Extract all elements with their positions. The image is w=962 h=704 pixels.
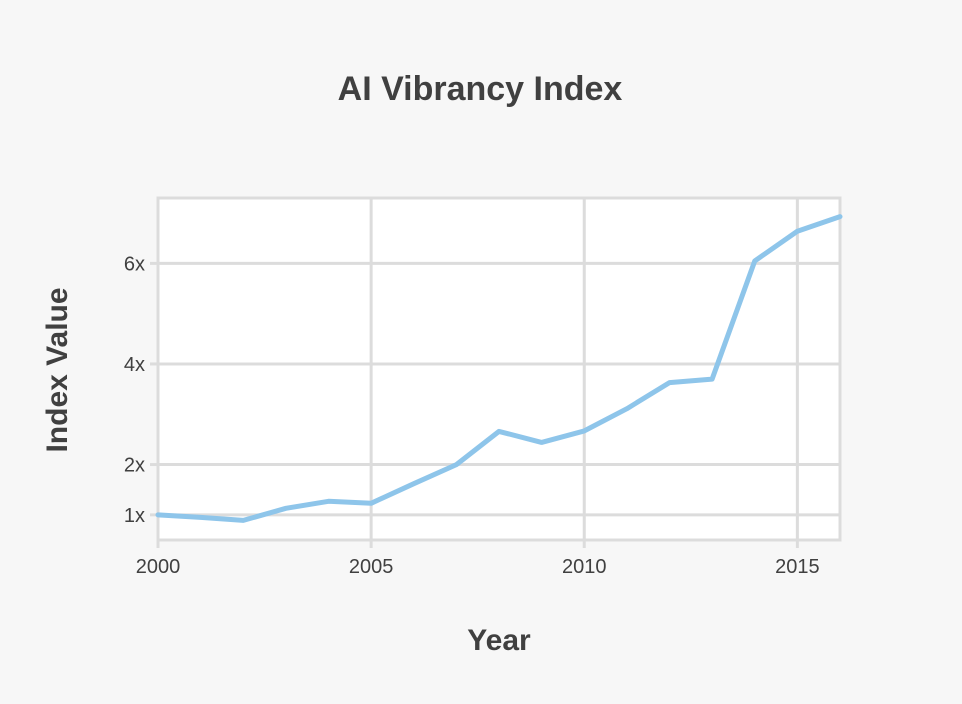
y-tick-label: 2x xyxy=(124,455,145,477)
y-tick-label: 6x xyxy=(124,253,145,275)
y-tick-label: 4x xyxy=(124,354,145,376)
x-grid xyxy=(156,198,799,540)
x-axis-title: Year xyxy=(467,624,531,657)
x-axis-ticks: 2000 2005 2010 2015 xyxy=(136,540,820,578)
x-tick-label: 2010 xyxy=(562,556,607,578)
y-tick-label: 1x xyxy=(124,505,145,527)
x-tick-label: 2015 xyxy=(775,556,820,578)
x-tick-label: 2000 xyxy=(136,556,181,578)
y-axis-ticks: 1x 2x 4x 6x xyxy=(124,253,158,527)
chart-title: AI Vibrancy Index xyxy=(338,70,623,108)
plot-area xyxy=(156,196,842,542)
series-layer xyxy=(155,214,843,523)
series-line xyxy=(155,214,843,523)
x-tick-label: 2005 xyxy=(349,556,394,578)
y-axis-title: Index Value xyxy=(41,287,74,452)
